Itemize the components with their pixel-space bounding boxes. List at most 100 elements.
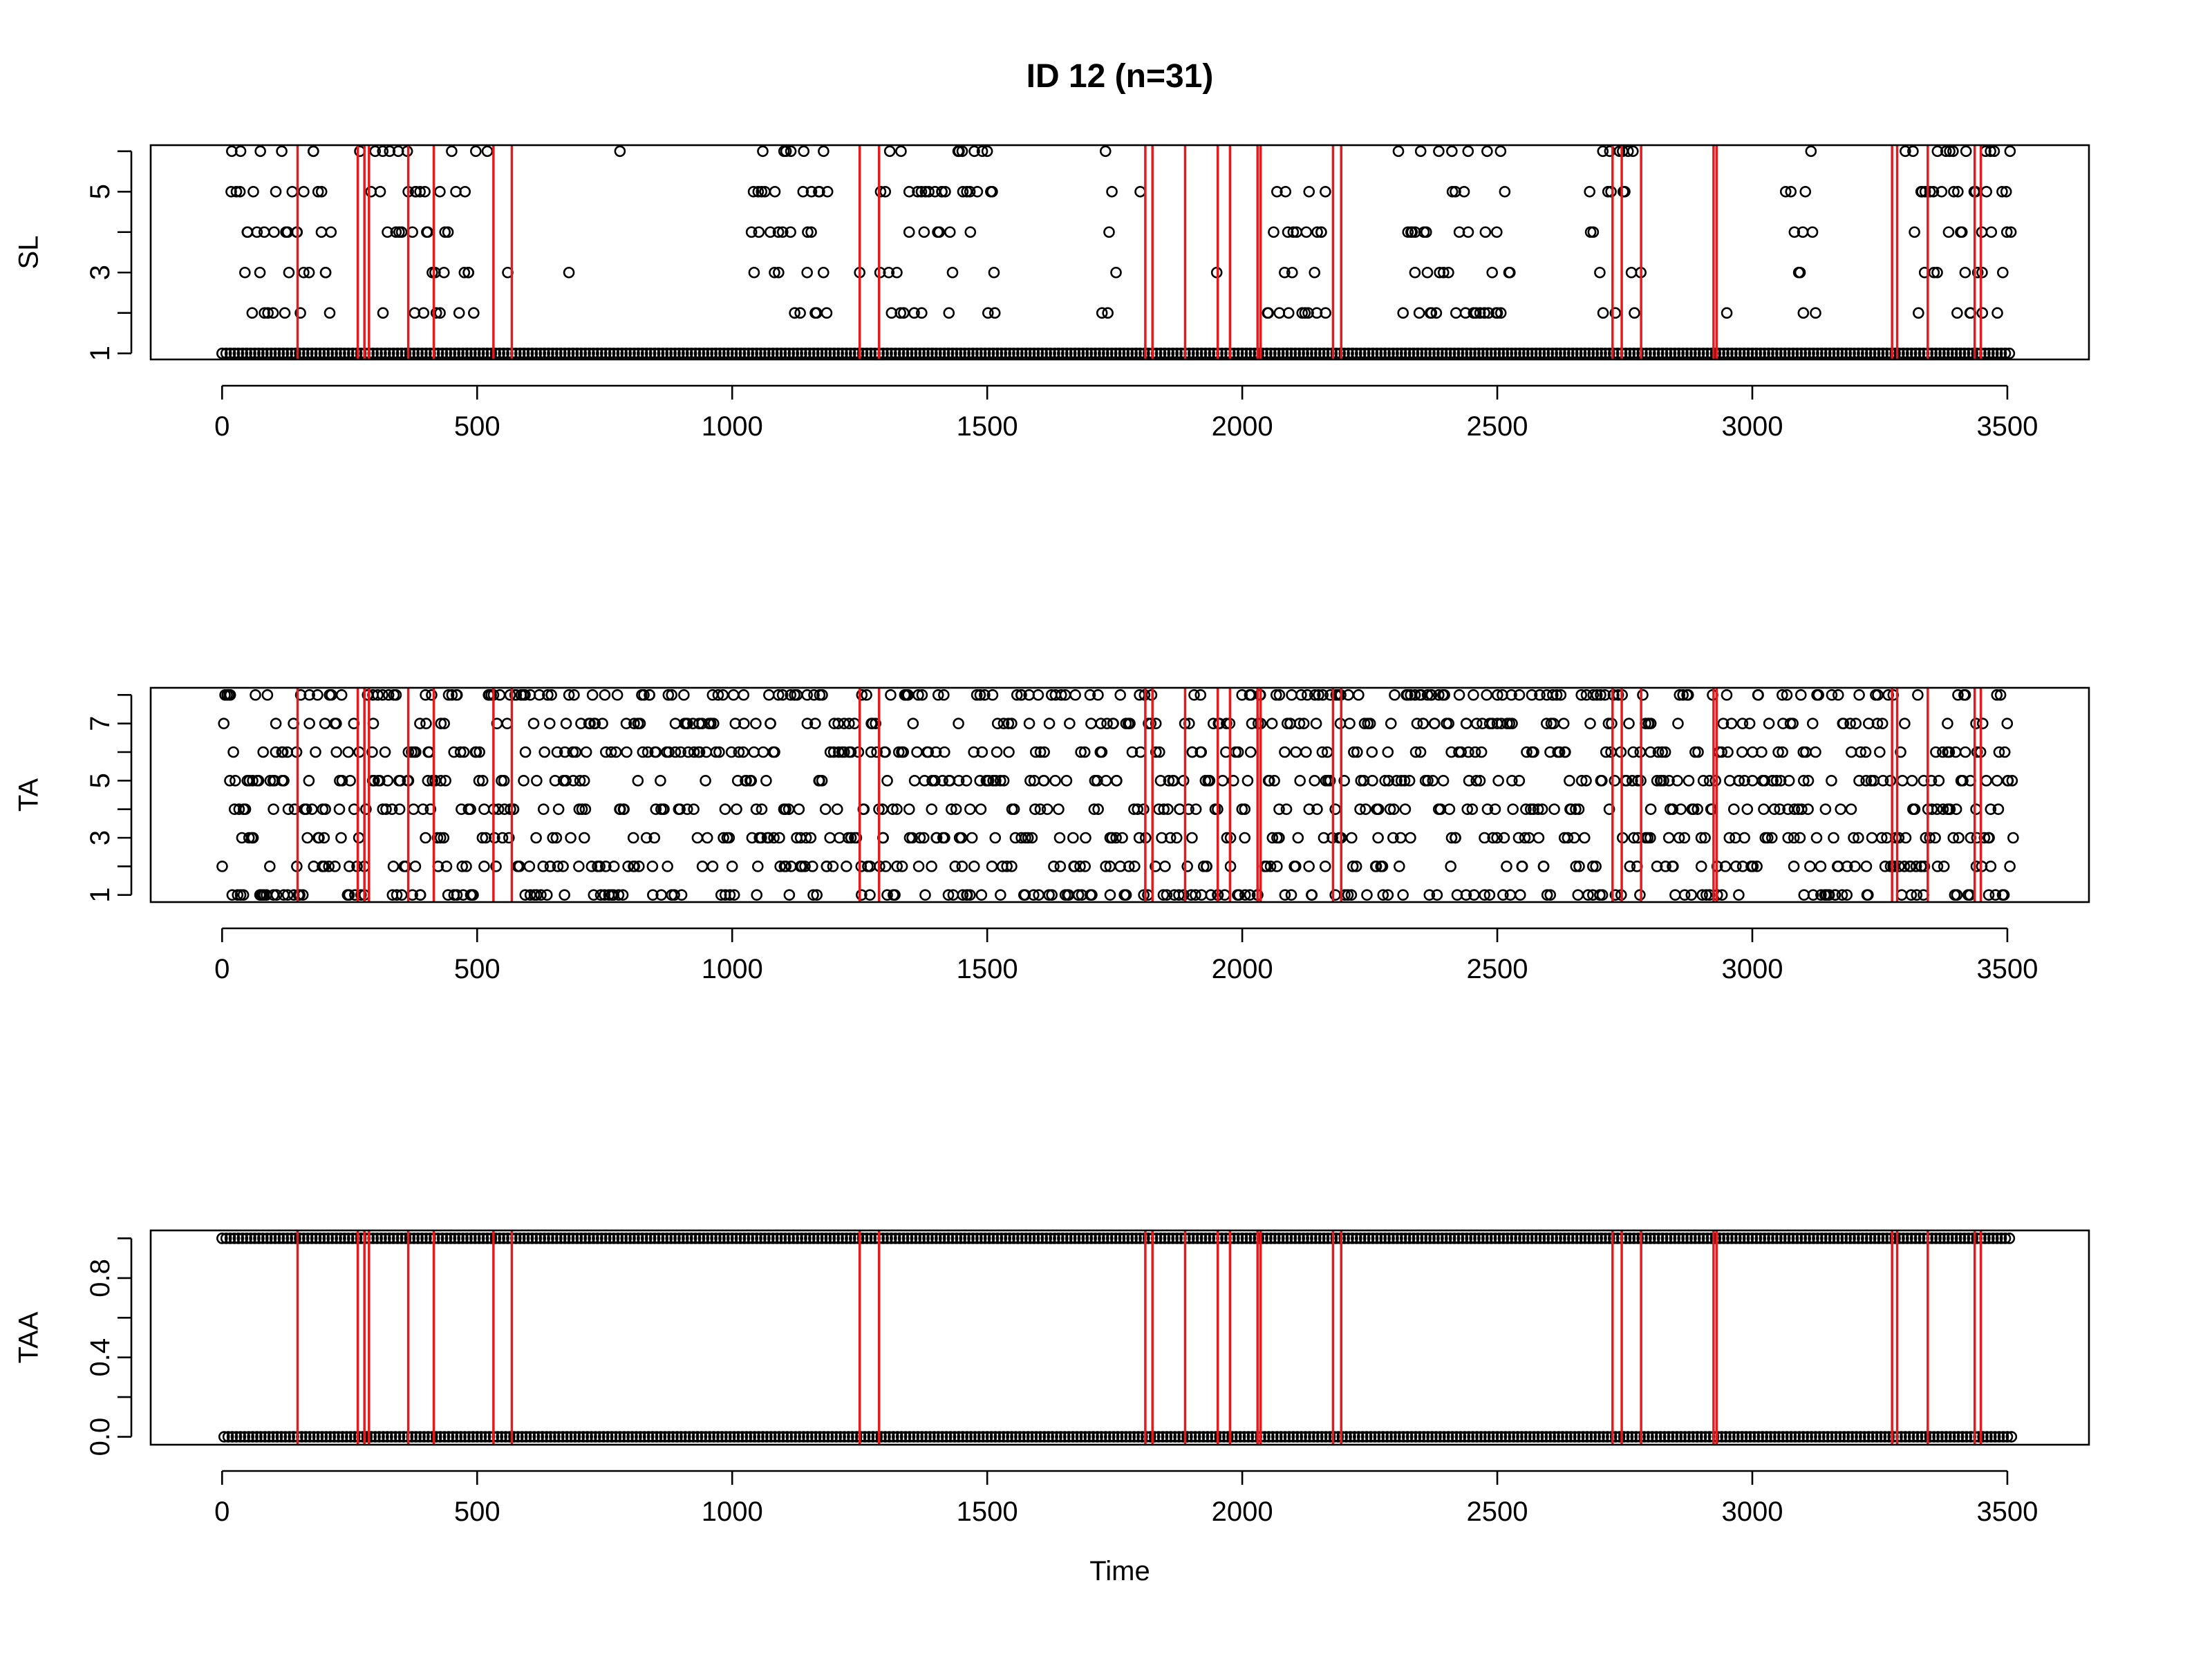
data-point: [1828, 832, 1839, 844]
data-point: [308, 145, 319, 158]
data-point: [1379, 1232, 1391, 1244]
data-point: [1267, 1431, 1279, 1443]
data-point: [1342, 889, 1354, 901]
data-point: [1232, 1232, 1244, 1244]
data-point: [997, 718, 1010, 729]
data-point: [230, 185, 243, 198]
data-point: [759, 1232, 771, 1244]
data-point: [761, 1431, 773, 1443]
data-point: [950, 1232, 963, 1244]
data-point: [1054, 861, 1067, 872]
data-point: [319, 718, 331, 729]
data-point: [1407, 347, 1420, 359]
data-point: [1905, 347, 1918, 359]
data-point: [1808, 1232, 1819, 1244]
data-point: [1285, 889, 1297, 901]
data-point: [498, 347, 509, 359]
data-point: [530, 1232, 543, 1244]
data-point: [232, 347, 245, 359]
data-point: [1656, 347, 1669, 359]
data-point: [726, 347, 738, 359]
data-point: [1632, 1232, 1644, 1244]
data-point: [648, 347, 661, 359]
data-point: [1934, 347, 1946, 359]
data-point: [767, 347, 779, 359]
data-point: [808, 689, 820, 701]
data-point: [1194, 746, 1206, 758]
data-point: [1078, 746, 1091, 758]
data-point: [1591, 347, 1603, 359]
data-point: [312, 689, 324, 701]
data-point: [247, 1431, 259, 1443]
data-point: [1893, 347, 1905, 359]
data-point: [1936, 185, 1948, 198]
data-point: [1877, 775, 1889, 787]
data-point: [883, 266, 895, 279]
data-point: [802, 226, 814, 238]
data-point: [395, 226, 408, 238]
data-point: [1962, 1232, 1975, 1244]
data-point: [1624, 861, 1636, 872]
data-point: [382, 226, 393, 238]
data-point: [377, 689, 388, 701]
data-point: [454, 746, 467, 758]
data-point: [1222, 1431, 1234, 1443]
data-point: [412, 347, 424, 359]
data-point: [693, 1232, 706, 1244]
data-point: [1718, 347, 1730, 359]
data-point: [1777, 746, 1788, 758]
data-point: [920, 1431, 932, 1443]
data-point: [1937, 803, 1949, 815]
data-point: [469, 746, 482, 758]
data-point: [1270, 689, 1282, 701]
data-point: [313, 832, 325, 844]
data-point: [845, 832, 857, 844]
data-point: [776, 689, 789, 701]
data-point: [1401, 1431, 1414, 1443]
data-point: [991, 718, 1004, 729]
data-point: [1479, 1431, 1491, 1443]
data-point: [395, 347, 408, 359]
data-point: [1313, 1232, 1326, 1244]
data-point: [1320, 307, 1331, 319]
data-point: [1788, 861, 1800, 872]
data-point: [736, 1431, 749, 1443]
data-point: [955, 347, 967, 359]
data-point: [742, 347, 755, 359]
data-point: [1138, 889, 1150, 901]
data-point: [952, 145, 964, 158]
data-point: [807, 889, 819, 901]
data-point: [1563, 347, 1575, 359]
data-point: [301, 1232, 314, 1244]
data-point: [1432, 347, 1444, 359]
data-point: [1421, 266, 1434, 279]
data-point: [1541, 889, 1553, 901]
data-point: [669, 347, 681, 359]
data-point: [551, 347, 563, 359]
data-point: [554, 347, 567, 359]
data-point: [700, 775, 711, 787]
data-point: [257, 746, 269, 758]
data-point: [922, 347, 934, 359]
data-point: [254, 145, 266, 158]
x-tick-label: 2000: [1212, 954, 1273, 984]
data-point: [1418, 1431, 1430, 1443]
data-point: [1306, 889, 1318, 901]
data-point: [1695, 861, 1707, 872]
data-point: [1761, 832, 1774, 844]
data-point: [224, 689, 236, 701]
data-point: [489, 1232, 502, 1244]
data-point: [377, 145, 389, 158]
data-point: [1587, 689, 1600, 701]
data-point: [1238, 1431, 1250, 1443]
data-point: [1057, 1232, 1069, 1244]
data-point: [1469, 347, 1481, 359]
data-point: [1055, 689, 1067, 701]
data-point: [1909, 347, 1922, 359]
data-point: [1094, 1232, 1105, 1244]
data-point: [1775, 1232, 1787, 1244]
data-point: [1394, 1431, 1405, 1443]
data-point: [1850, 1431, 1862, 1443]
data-point: [662, 861, 673, 872]
data-point: [1019, 889, 1031, 901]
